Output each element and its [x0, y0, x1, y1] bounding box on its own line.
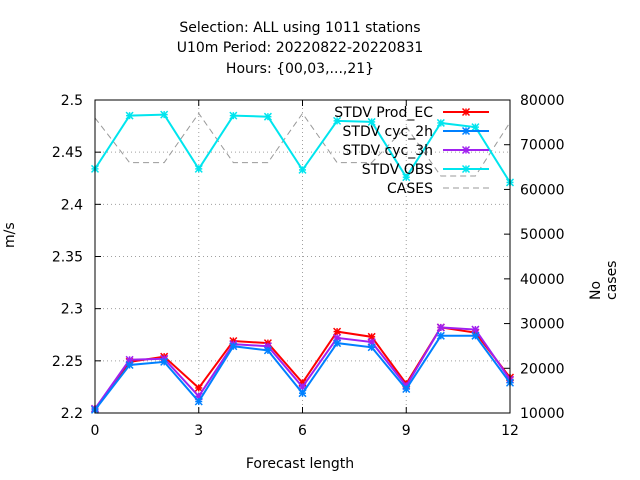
data-point [471, 325, 480, 334]
axis-ticks: 0 3 6 9 12 2.2 2.25 2.3 2.35 2.4 2.45 2.5 10000 20000… [52, 93, 565, 439]
y2-tick-label: 20000 [520, 361, 565, 377]
y2-axis-label: No cases [588, 260, 620, 300]
y-tick-label: 2.4 [61, 197, 83, 213]
data-point [436, 331, 445, 340]
x-tick-label: 3 [194, 423, 203, 439]
data-point [367, 343, 376, 352]
y2-tick-label: 80000 [520, 93, 565, 109]
legend-label: CASES [387, 181, 433, 197]
x-tick-label: 12 [501, 423, 519, 439]
legend-label: STDV OBS [362, 162, 433, 178]
y-tick-label: 2.45 [52, 145, 83, 161]
y-tick-label: 2.5 [61, 93, 83, 109]
data-point [160, 357, 169, 366]
legend-label: STDV Prod_EC [334, 105, 433, 121]
data-point [471, 331, 480, 340]
y-tick-label: 2.3 [61, 302, 83, 318]
data-point [194, 383, 203, 392]
x-axis-label: Forecast length [245, 456, 355, 472]
data-point [298, 389, 307, 398]
data-point [333, 327, 342, 336]
data-point [367, 117, 376, 126]
y2-tick-label: 70000 [520, 138, 565, 154]
data-point [229, 111, 238, 120]
y-axis-label: m/s [2, 222, 18, 248]
data-point [194, 397, 203, 406]
legend-marker [461, 107, 471, 117]
plot-frame [94, 99, 511, 414]
series-line-cases [94, 112, 511, 177]
data-point [263, 112, 272, 121]
chart-title-line-2: U10m Period: 20220822-20220831 [176, 40, 424, 56]
y2-tick-label: 50000 [520, 227, 565, 243]
legend: STDV Prod_EC STDV cyc_2h STDV cyc_3h STDV O… [334, 105, 489, 197]
data-point [333, 116, 342, 125]
y2-tick-label: 40000 [520, 272, 565, 288]
data-point [333, 339, 342, 348]
data-point [471, 123, 480, 132]
data-point [436, 323, 445, 332]
data-point [298, 165, 307, 174]
legend-label: STDV cyc_2h [343, 124, 433, 140]
series-layer [90, 110, 515, 414]
x-tick-label: 9 [402, 423, 411, 439]
y2-tick-label: 10000 [520, 406, 565, 422]
y2-tick-label: 30000 [520, 317, 565, 333]
data-point [229, 342, 238, 351]
data-point [125, 111, 134, 120]
x-tick-label: 0 [91, 423, 100, 439]
data-point [402, 384, 411, 394]
y2-tick-label: 60000 [520, 182, 565, 198]
chart-title-line-3: Hours: {00,03,...,21} [225, 61, 375, 77]
y-tick-label: 2.35 [52, 250, 83, 266]
legend-marker [461, 164, 471, 174]
data-point [194, 164, 203, 173]
grid-lines [95, 100, 510, 413]
legend-marker [461, 126, 471, 136]
x-tick-label: 6 [298, 423, 307, 439]
y-tick-label: 2.2 [61, 406, 83, 422]
data-point [125, 360, 134, 370]
data-point [160, 110, 169, 119]
chart-title-line-1: Selection: ALL using 1011 stations [179, 20, 421, 36]
legend-marker [461, 145, 471, 155]
data-point [436, 118, 445, 127]
data-point [263, 346, 272, 355]
data-point [402, 173, 411, 182]
legend-label: STDV cyc_3h [343, 143, 433, 159]
y-tick-label: 2.25 [52, 354, 83, 370]
